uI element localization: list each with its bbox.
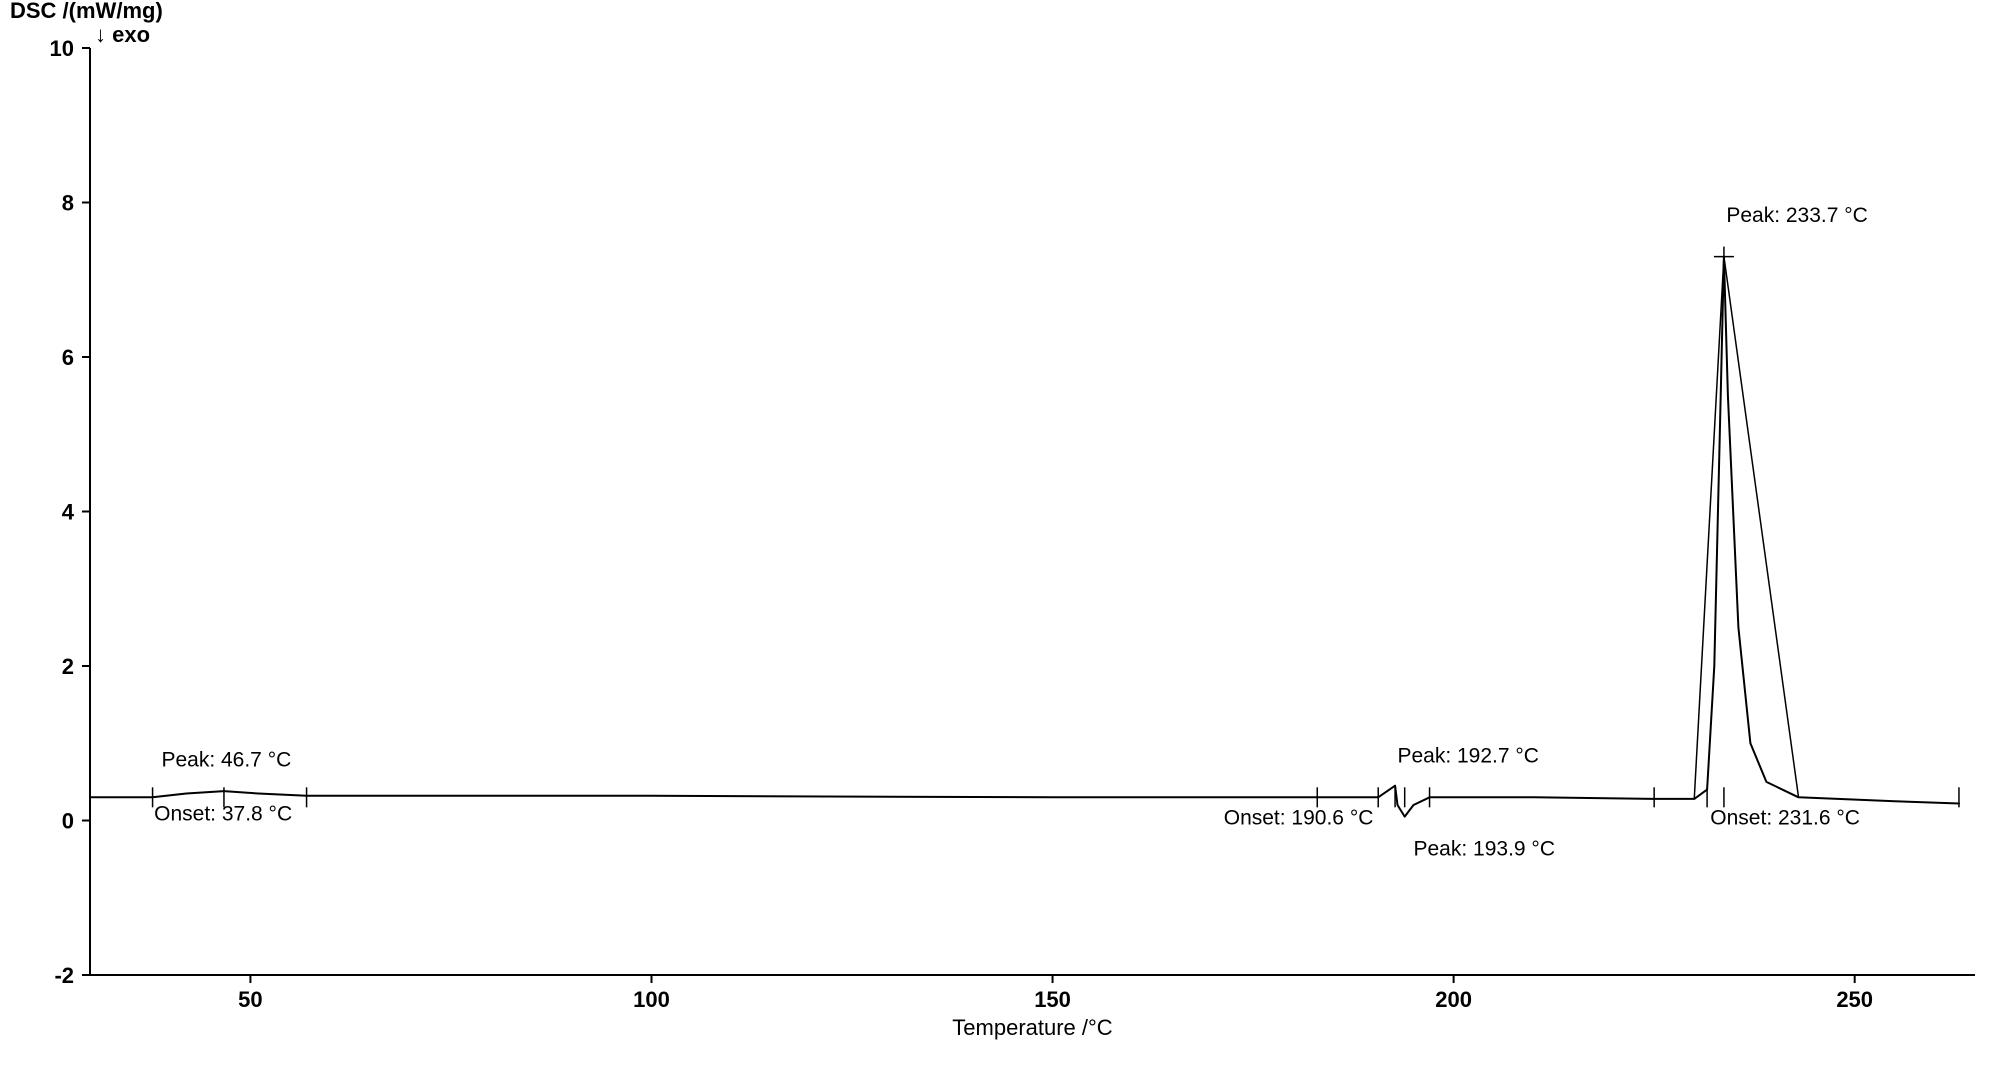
y-tick-label: 2	[62, 654, 74, 679]
x-tick-label: 200	[1435, 987, 1472, 1012]
x-tick-label: 250	[1836, 987, 1873, 1012]
y-axis-label: DSC /(mW/mg)	[10, 0, 163, 23]
x-tick-label: 150	[1034, 987, 1071, 1012]
y-tick-label: 4	[62, 500, 75, 525]
annotation-peak1_peak: Peak: 46.7 °C	[161, 748, 291, 771]
annotation-peak1_onset: Onset: 37.8 °C	[154, 803, 292, 826]
annotation-peak3_peak: Peak: 233.7 °C	[1726, 204, 1867, 227]
x-axis-label: Temperature /°C	[952, 1015, 1113, 1040]
exo-direction-label: ↓ exo	[95, 22, 150, 47]
annotation-peak2_peak2: Peak: 193.9 °C	[1414, 837, 1555, 860]
dsc-thermogram-chart: -2 0 2 4 6 8 10 50 100 150 200 250 DSC /(mW/mg)↓ exo…	[0, 0, 1999, 1076]
y-tick-label: 0	[62, 809, 74, 834]
annotation-peak2_peak: Peak: 192.7 °C	[1397, 745, 1538, 768]
y-tick-label: 10	[50, 36, 74, 61]
x-tick-label: 100	[633, 987, 670, 1012]
y-tick-label: 6	[62, 345, 74, 370]
annotation-peak2_onset: Onset: 190.6 °C	[1224, 806, 1374, 829]
x-tick-label: 50	[238, 987, 262, 1012]
y-tick-label: -2	[54, 963, 74, 988]
y-tick-label: 8	[62, 191, 74, 216]
annotation-peak3_onset: Onset: 231.6 °C	[1710, 806, 1860, 829]
chart-container: -2 0 2 4 6 8 10 50 100 150 200 250 DSC /(mW/mg)↓ exo…	[0, 0, 1999, 1076]
